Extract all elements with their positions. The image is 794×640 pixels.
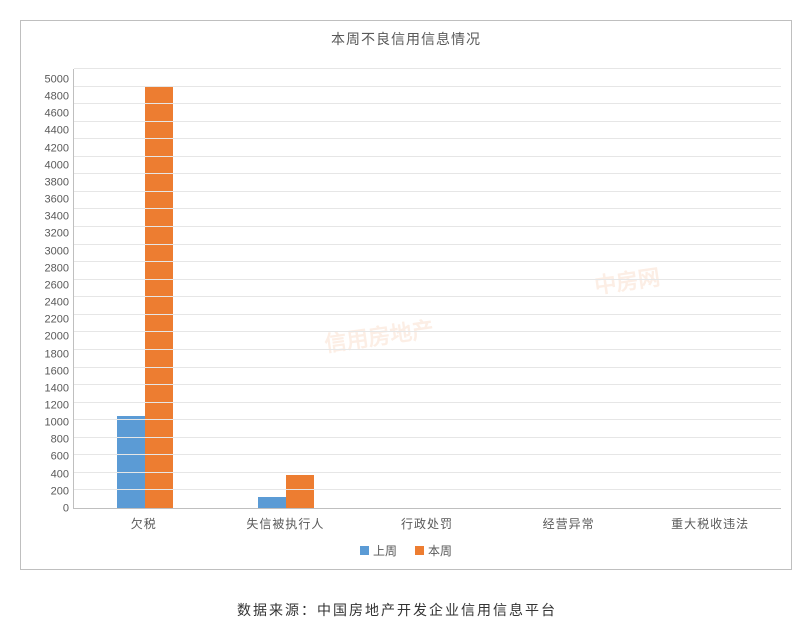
y-tick: 2200 [31,315,69,326]
gridline [74,402,781,403]
y-tick: 4200 [31,143,69,154]
category-group [357,69,498,508]
gridline [74,138,781,139]
y-tick: 200 [31,486,69,497]
legend-swatch [360,546,369,555]
legend: 上周 本周 [31,542,781,559]
x-label: 失信被执行人 [215,509,357,532]
x-label: 欠税 [73,509,215,532]
y-tick: 4800 [31,92,69,103]
y-tick: 1400 [31,383,69,394]
chart-title: 本周不良信用信息情况 [31,29,781,49]
bar [145,87,173,508]
gridline [74,173,781,174]
gridline [74,261,781,262]
gridline [74,191,781,192]
y-tick: 3800 [31,177,69,188]
gridline [74,454,781,455]
source-line: 数据来源：中国房地产开发企业信用信息平台 [20,600,774,620]
gridline [74,437,781,438]
bar [117,416,145,508]
x-label: 重大税收违法 [639,509,781,532]
y-tick: 4600 [31,109,69,120]
legend-label: 本周 [428,542,452,559]
legend-item: 上周 [360,542,397,559]
legend-label: 上周 [373,542,397,559]
legend-swatch [415,546,424,555]
y-tick: 2600 [31,280,69,291]
y-tick: 3200 [31,229,69,240]
gridline [74,121,781,122]
y-tick: 2800 [31,263,69,274]
bar [258,497,286,508]
plot-grid: 信用房地产 中房网 [73,69,781,509]
legend-item: 本周 [415,542,452,559]
y-tick: 4000 [31,160,69,171]
y-tick: 3400 [31,212,69,223]
x-label: 经营异常 [498,509,640,532]
bar [286,475,314,508]
gridline [74,489,781,490]
bars-layer [74,69,781,508]
gridline [74,472,781,473]
y-tick: 3600 [31,195,69,206]
y-tick: 1000 [31,418,69,429]
y-tick: 5000 [31,75,69,86]
y-tick: 1200 [31,400,69,411]
y-tick: 4400 [31,126,69,137]
x-axis: 欠税失信被执行人行政处罚经营异常重大税收违法 [73,509,781,532]
gridline [74,86,781,87]
gridline [74,384,781,385]
gridline [74,244,781,245]
y-tick: 1800 [31,349,69,360]
category-group [640,69,781,508]
gridline [74,156,781,157]
gridline [74,279,781,280]
gridline [74,208,781,209]
gridline [74,367,781,368]
category-group [74,69,215,508]
chart-container: 本周不良信用信息情况 0 200 400 600 800 1000 1200 1400 1600… [20,20,792,570]
y-tick: 3000 [31,246,69,257]
gridline [74,226,781,227]
gridline [74,349,781,350]
gridline [74,331,781,332]
gridline [74,419,781,420]
y-tick: 1600 [31,366,69,377]
category-group [215,69,356,508]
y-tick: 400 [31,469,69,480]
gridline [74,296,781,297]
y-tick: 2400 [31,298,69,309]
y-tick: 2000 [31,332,69,343]
x-label: 行政处罚 [356,509,498,532]
gridline [74,68,781,69]
gridline [74,314,781,315]
category-group [498,69,639,508]
y-tick: 600 [31,452,69,463]
y-tick: 0 [31,503,69,514]
y-tick: 800 [31,435,69,446]
gridline [74,103,781,104]
plot-area: 0200400600800100012001400160018002000220… [31,69,781,509]
y-axis: 0200400600800100012001400160018002000220… [31,69,73,509]
